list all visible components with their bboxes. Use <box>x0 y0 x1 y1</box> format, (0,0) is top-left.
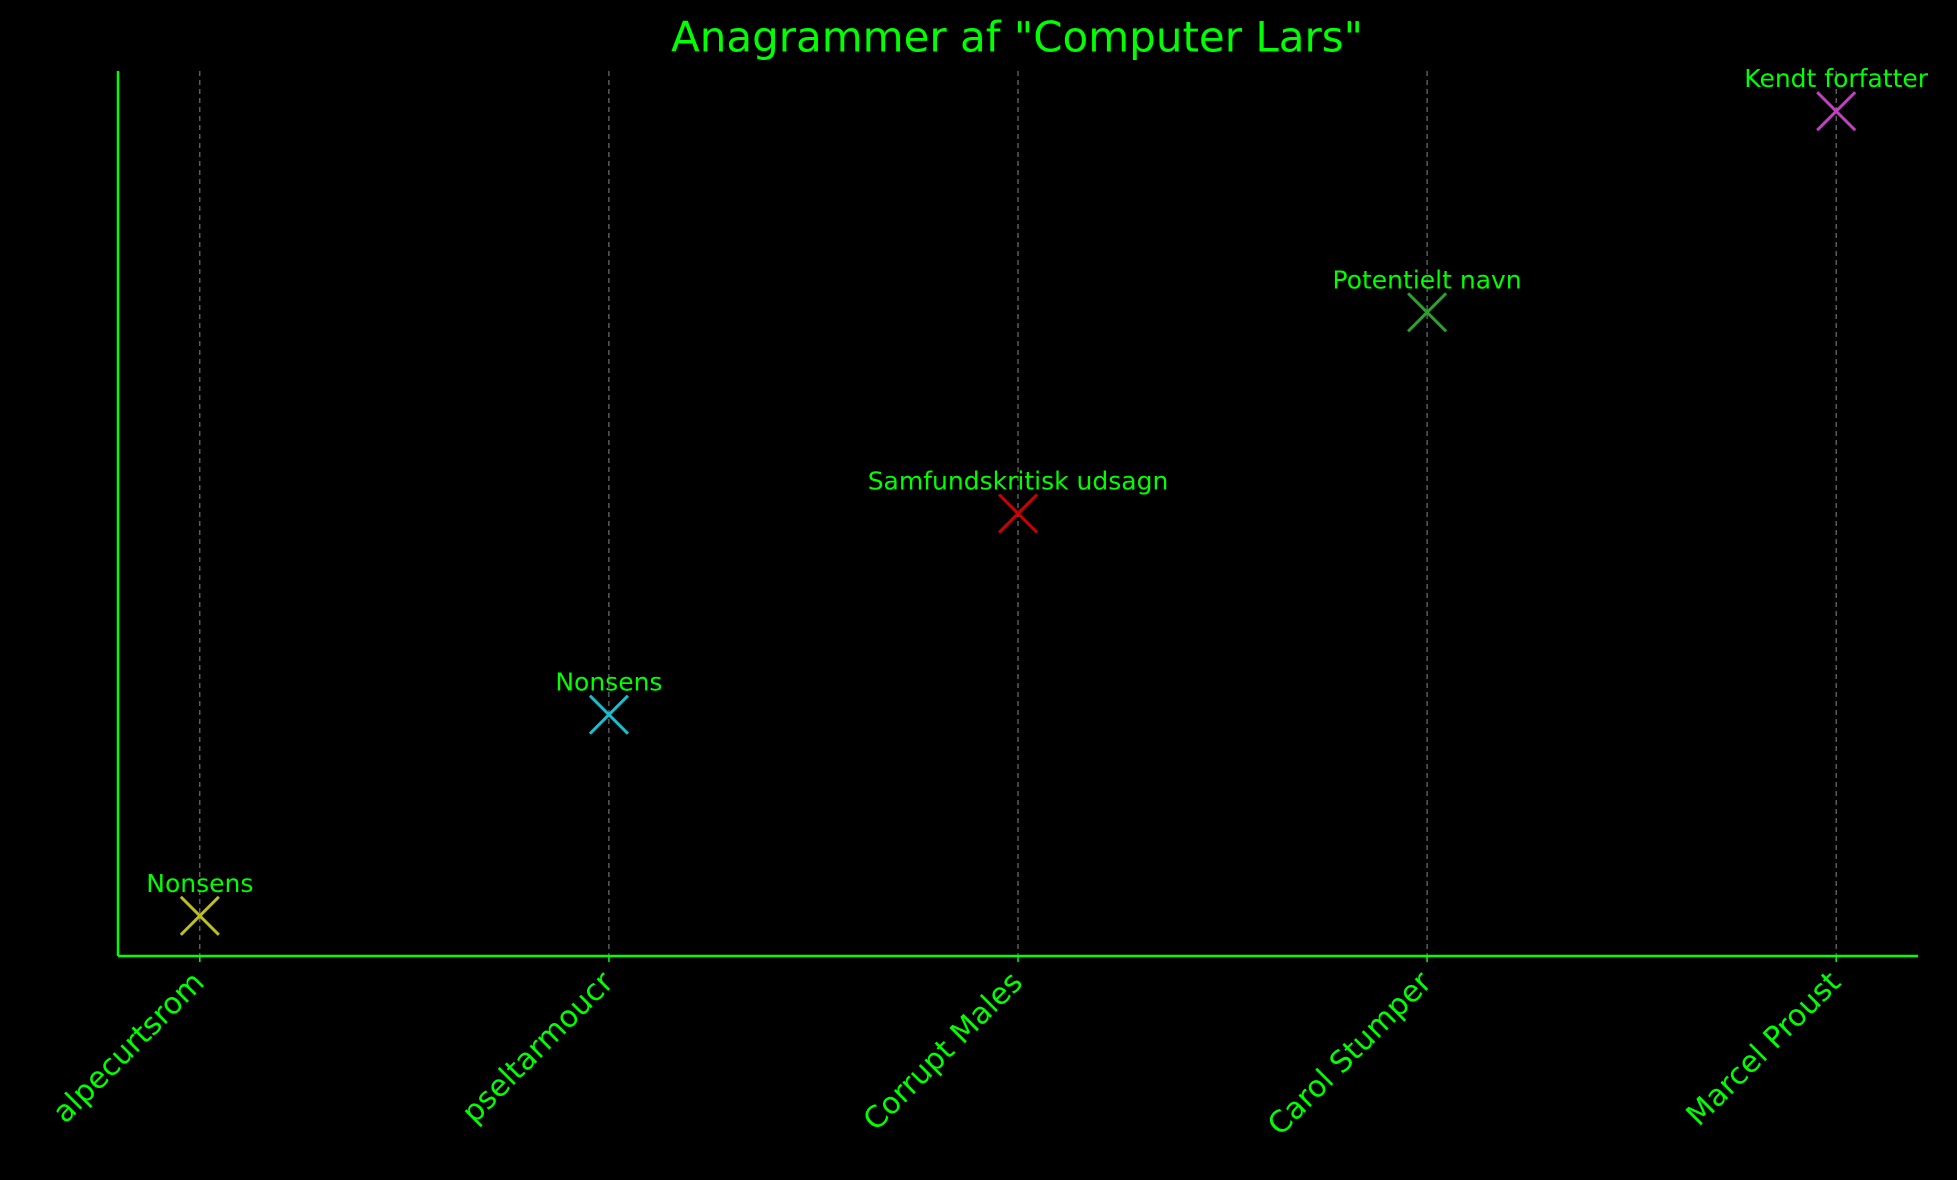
chart-title: Anagrammer af "Computer Lars" <box>671 13 1363 62</box>
data-label: Potentielt navn <box>1333 265 1522 294</box>
data-label: Nonsens <box>146 869 253 898</box>
data-label: Samfundskritisk udsagn <box>868 467 1169 496</box>
data-label: Nonsens <box>555 668 662 697</box>
marker <box>1407 292 1448 333</box>
marker <box>179 895 220 936</box>
marker <box>997 493 1039 534</box>
marker <box>1816 91 1857 132</box>
marker <box>588 694 629 735</box>
data-label: Kendt forfatter <box>1744 64 1928 93</box>
